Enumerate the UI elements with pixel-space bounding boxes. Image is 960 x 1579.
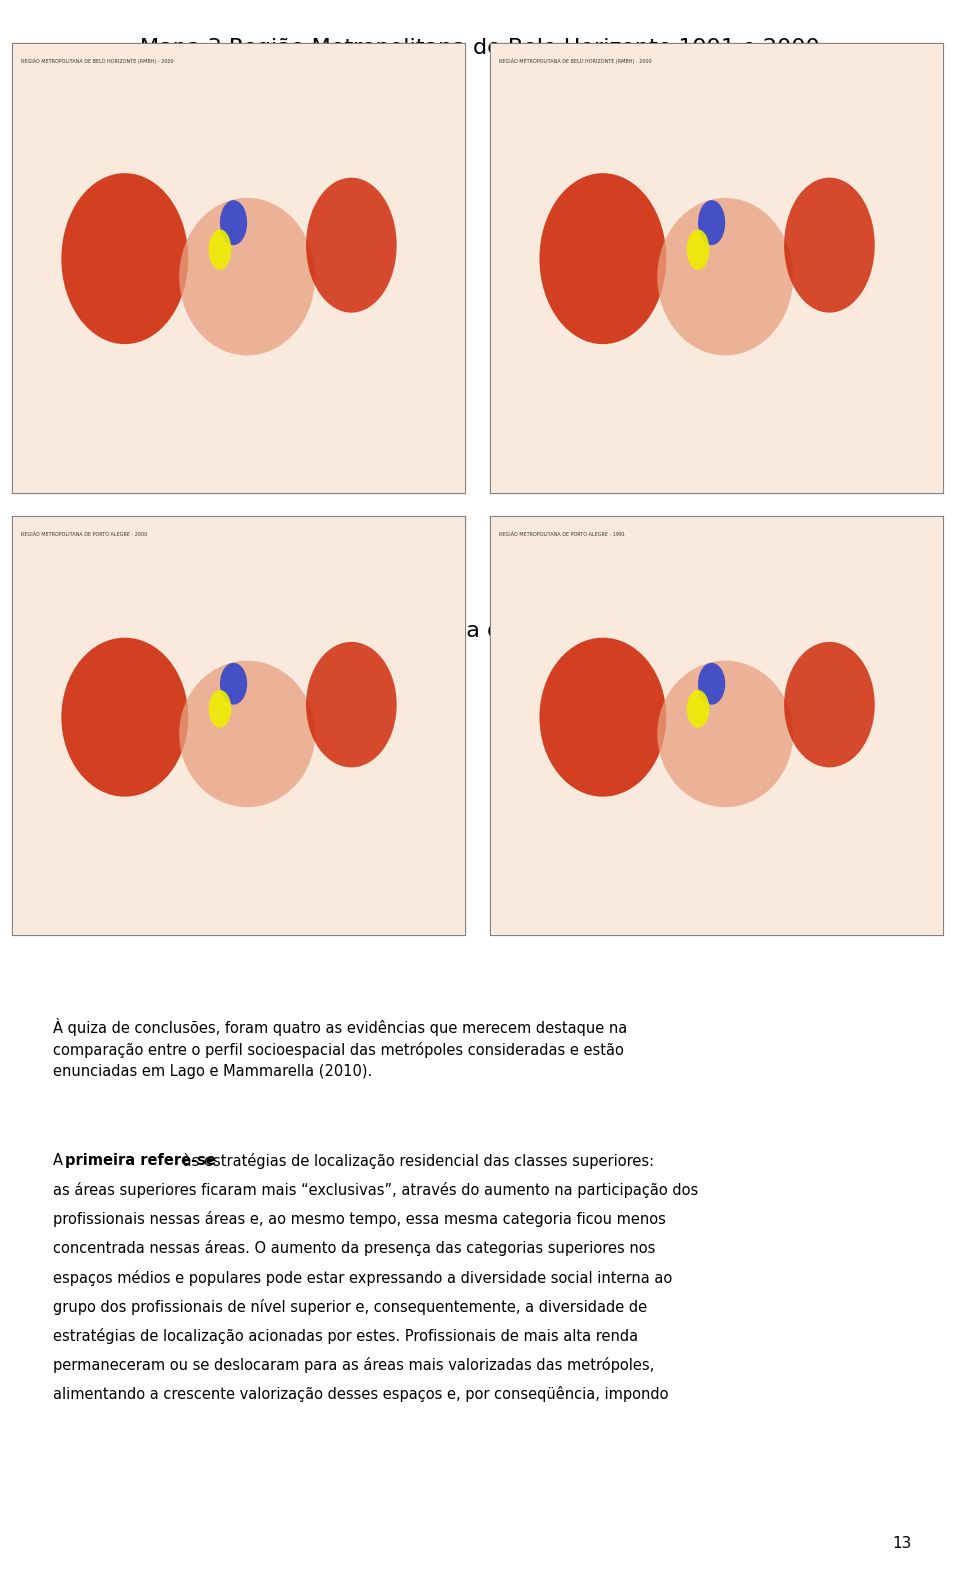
Ellipse shape	[540, 638, 666, 797]
Ellipse shape	[540, 174, 666, 344]
Ellipse shape	[61, 174, 188, 344]
Bar	[490, 43, 943, 493]
Ellipse shape	[220, 663, 247, 704]
Text: À quiza de conclusões, foram quatro as evidências que merecem destaque na
compar: À quiza de conclusões, foram quatro as e…	[53, 1018, 627, 1078]
Text: primeira refere-se: primeira refere-se	[65, 1153, 216, 1167]
Text: profissionais nessas áreas e, ao mesmo tempo, essa mesma categoria ficou menos: profissionais nessas áreas e, ao mesmo t…	[53, 1211, 665, 1227]
Text: as áreas superiores ficaram mais “exclusivas”, através do aumento na participaçã: as áreas superiores ficaram mais “exclus…	[53, 1181, 698, 1198]
Text: estratégias de localização acionadas por estes. Profissionais de mais alta renda: estratégias de localização acionadas por…	[53, 1328, 638, 1344]
Text: permaneceram ou se deslocaram para as áreas mais valorizadas das metrópoles,: permaneceram ou se deslocaram para as ár…	[53, 1358, 654, 1374]
Ellipse shape	[658, 197, 793, 355]
Text: Mapa 4 Região Metropolitana de Porto Alegre 1991 e 2000: Mapa 4 Região Metropolitana de Porto Ale…	[154, 621, 806, 641]
Ellipse shape	[180, 197, 315, 355]
Ellipse shape	[784, 178, 875, 313]
Ellipse shape	[698, 201, 725, 245]
FancyBboxPatch shape	[490, 516, 943, 935]
Ellipse shape	[220, 201, 247, 245]
Text: REGIÃO METROPOLITANA DE PORTO ALEGRE - 2000: REGIÃO METROPOLITANA DE PORTO ALEGRE - 2…	[21, 532, 148, 537]
Ellipse shape	[686, 690, 709, 728]
Ellipse shape	[61, 638, 188, 797]
Bar	[12, 516, 465, 935]
Ellipse shape	[180, 660, 315, 807]
Ellipse shape	[306, 178, 396, 313]
Text: 13: 13	[893, 1536, 912, 1551]
Text: A: A	[53, 1153, 67, 1167]
Bar	[12, 43, 465, 493]
FancyBboxPatch shape	[490, 43, 943, 493]
Ellipse shape	[784, 641, 875, 767]
Ellipse shape	[698, 663, 725, 704]
Ellipse shape	[208, 229, 231, 270]
Bar	[490, 516, 943, 935]
Ellipse shape	[208, 690, 231, 728]
Text: REGIÃO METROPOLITANA DE BELO HORIZONTE (RMBH) - 2000: REGIÃO METROPOLITANA DE BELO HORIZONTE (…	[499, 58, 652, 65]
Text: concentrada nessas áreas. O aumento da presença das categorias superiores nos: concentrada nessas áreas. O aumento da p…	[53, 1241, 655, 1257]
Ellipse shape	[306, 641, 396, 767]
FancyBboxPatch shape	[12, 516, 465, 935]
Text: REGIÃO METROPOLITANA DE BELO HORIZONTE (RMBH) - 2000: REGIÃO METROPOLITANA DE BELO HORIZONTE (…	[21, 58, 174, 65]
Ellipse shape	[686, 229, 709, 270]
Text: espaços médios e populares pode estar expressando a diversidade social interna a: espaços médios e populares pode estar ex…	[53, 1270, 672, 1285]
Text: alimentando a crescente valorização desses espaços e, por conseqüência, impondo: alimentando a crescente valorização dess…	[53, 1386, 668, 1402]
Text: REGIÃO METROPOLITANA DE PORTO ALEGRE - 1991: REGIÃO METROPOLITANA DE PORTO ALEGRE - 1…	[499, 532, 625, 537]
Text: grupo dos profissionais de nível superior e, consequentemente, a diversidade de: grupo dos profissionais de nível superio…	[53, 1298, 647, 1315]
Text: às estratégias de localização residencial das classes superiores:: às estratégias de localização residencia…	[178, 1153, 654, 1168]
FancyBboxPatch shape	[12, 43, 465, 493]
Text: Mapa 3 Região Metropolitana de Belo Horizonte 1991 e 2000: Mapa 3 Região Metropolitana de Belo Hori…	[140, 38, 820, 58]
Ellipse shape	[658, 660, 793, 807]
